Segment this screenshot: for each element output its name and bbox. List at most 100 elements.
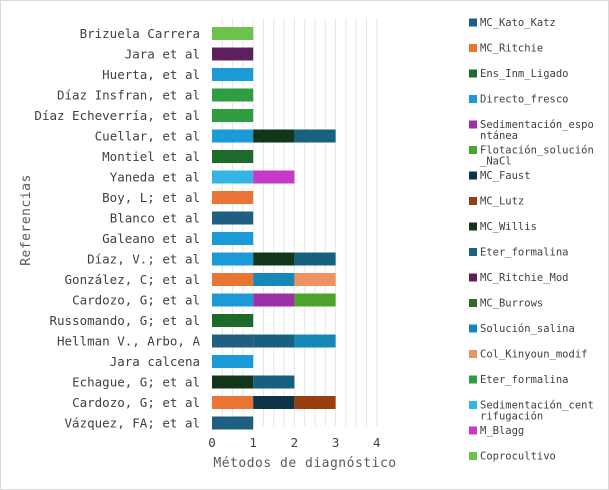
category-label: Díaz Insfran, et al [57,88,200,103]
bar-segment [294,129,336,143]
bar-segment [212,314,254,327]
legend-swatch [469,324,477,333]
bar-segment [212,68,254,81]
category-label: Blanco et al [110,211,200,226]
legend-label: MC_Kato_Katz [480,17,556,29]
bar-segment [212,170,254,184]
x-tick-label: 2 [291,435,299,450]
legend-label: MC_Ritchie [480,43,543,55]
legend-swatch [469,452,477,460]
legend-label: Flotación_solución [480,145,594,157]
legend-swatch [469,146,477,154]
y-axis-title: Referencias [19,174,34,266]
legend-swatch [469,18,477,27]
x-tick-label: 0 [208,435,216,450]
bar-segment [294,252,336,266]
legend-label: Eter_formalina [480,374,569,386]
category-label: Yaneda et al [110,170,200,185]
x-axis-title: Métodos de diagnóstico [213,456,396,471]
legend: MC_Kato_Katz MC_Ritchie Ens_Inm_Ligado Dire… [469,17,594,463]
bar-segment [212,109,254,122]
legend-swatch [469,350,477,358]
category-label: Cardozo, G; et al [72,293,200,308]
bar-segment [253,273,295,286]
legend-swatch [469,197,477,205]
bar-segment [253,396,295,409]
legend-label: ntánea [480,130,518,142]
bar-segment [212,252,254,266]
bar-segment [212,293,254,307]
bar-segment [212,47,254,61]
category-label: Vázquez, FA; et al [65,416,200,431]
bar-segment [253,334,295,348]
bar-segment [212,211,254,225]
bar-segment [212,150,254,163]
legend-label: _NaCl [480,156,512,168]
legend-swatch [469,375,477,384]
bar-segment [294,396,336,409]
legend-label: MC_Lutz [480,196,524,208]
category-label: Jara calcena [110,354,200,369]
legend-label: M_Blagg [480,425,524,437]
x-tick-labels: 0 1 2 3 4 [208,435,380,450]
bar-segment [212,88,254,102]
category-label: Cardozo, G; et al [72,395,200,410]
legend-swatch [469,120,477,129]
legend-swatch [469,426,477,435]
legend-label: Coprocultivo [480,451,556,463]
legend-swatch [469,222,477,231]
bar-segment [253,293,295,307]
bar-segment [212,334,254,348]
bar-segment [212,191,254,204]
category-label: Hellman V., Arbo, A [57,334,200,349]
category-label: Brizuela Carrera [80,26,200,41]
legend-swatch [469,69,477,78]
legend-swatch [469,273,477,282]
legend-swatch [469,44,477,52]
legend-label: Directo_fresco [480,94,569,106]
legend-label: Sedimentación_espo [480,119,594,131]
legend-label: Eter_formalina [480,247,569,259]
bar-segment [253,129,295,143]
legend-label: Sedimentación_cent [480,400,594,412]
legend-swatch [469,248,477,256]
bar-segment [212,232,254,245]
legend-label: Col_Kinyoun_modif [480,349,587,361]
category-label: Huerta, et al [102,67,200,82]
legend-label: Ens_Inm_Ligado [480,68,569,80]
x-tick-label: 4 [373,435,381,450]
bar-segment [212,355,254,368]
bar-segment [294,334,336,348]
legend-label: MC_Burrows [480,298,543,310]
category-label: Montiel et al [102,149,200,164]
legend-swatch [469,299,477,307]
legend-label: MC_Ritchie_Mod [480,272,569,284]
legend-swatch [469,95,477,103]
x-tick-label: 1 [249,435,257,450]
bar-segment [212,273,254,286]
bar-segment [212,129,254,143]
bar-segment [253,252,295,266]
category-label: Boy, L; et al [102,190,200,205]
legend-label: MC_Willis [480,221,537,233]
category-label: Galeano et al [102,231,200,246]
category-label: Díaz Echeverría, et al [34,108,200,123]
legend-swatch [469,401,477,409]
bar-segment [212,27,254,40]
bars [212,27,336,430]
bar-segment [212,416,254,430]
bar-segment [294,273,336,286]
bar-segment [212,375,254,389]
bar-segment [294,293,336,307]
category-label: González, C; et al [65,272,200,287]
category-label: Cuellar, et al [95,129,200,144]
bar-segment [253,375,295,389]
legend-label: MC_Faust [480,170,531,182]
bar-segment [212,396,254,409]
legend-swatch [469,171,477,180]
legend-label: rifugación [480,411,543,423]
legend-label: Solución_salina [480,323,575,335]
category-label: Russomando, G; et al [49,313,200,328]
category-label: Echague, G; et al [72,375,200,390]
